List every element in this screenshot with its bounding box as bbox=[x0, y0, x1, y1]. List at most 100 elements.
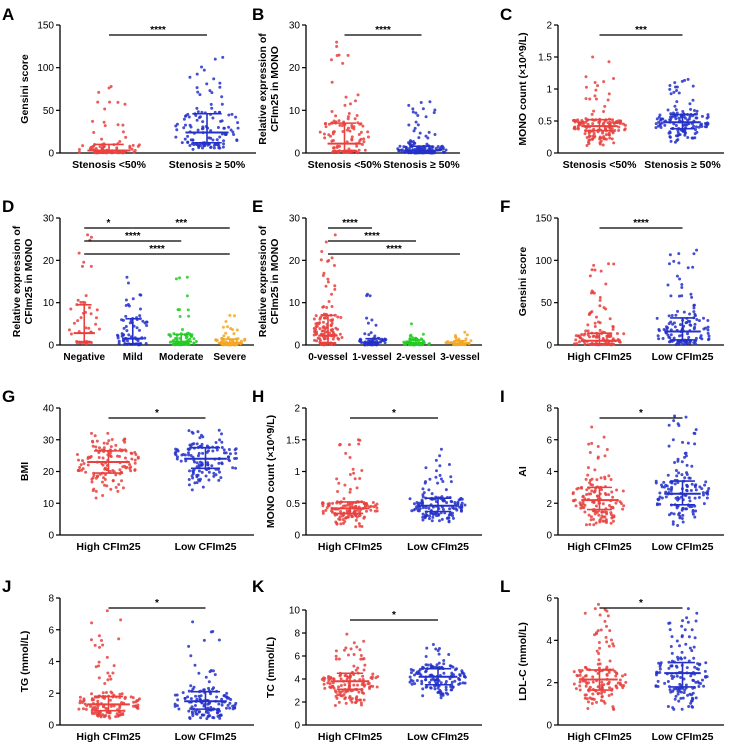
data-point bbox=[679, 656, 683, 660]
data-point bbox=[338, 515, 342, 519]
data-point bbox=[204, 709, 208, 713]
data-point bbox=[691, 510, 695, 514]
x-tick-label: High CFIm25 bbox=[76, 541, 140, 553]
data-point bbox=[591, 697, 595, 701]
data-point bbox=[688, 692, 692, 696]
data-point bbox=[578, 684, 582, 688]
series-stenosis-50- bbox=[174, 55, 240, 151]
data-point bbox=[449, 480, 453, 484]
data-point bbox=[332, 686, 336, 690]
data-point bbox=[91, 489, 95, 493]
data-point bbox=[412, 129, 416, 133]
data-point bbox=[330, 509, 334, 513]
data-point bbox=[111, 479, 115, 483]
x-tick-label: High CFIm25 bbox=[318, 731, 382, 743]
data-point bbox=[689, 489, 693, 493]
data-point bbox=[587, 492, 591, 496]
data-point bbox=[94, 496, 98, 500]
data-point bbox=[688, 646, 692, 650]
data-point bbox=[591, 675, 595, 679]
data-point bbox=[103, 681, 107, 685]
data-point bbox=[702, 502, 706, 506]
y-axis-label: MONO count (×10^9/L) bbox=[265, 415, 277, 528]
data-point bbox=[116, 100, 120, 104]
series-3-vessel bbox=[444, 330, 473, 347]
data-point bbox=[200, 463, 204, 467]
data-point bbox=[683, 133, 687, 137]
data-point bbox=[604, 307, 608, 311]
data-point bbox=[312, 317, 316, 321]
significance-label: * bbox=[107, 218, 111, 229]
data-point bbox=[350, 135, 354, 139]
data-point bbox=[77, 150, 81, 154]
data-point bbox=[125, 465, 129, 469]
data-point bbox=[416, 113, 420, 117]
data-point bbox=[578, 688, 582, 692]
data-point bbox=[691, 98, 695, 102]
data-point bbox=[201, 120, 205, 124]
data-point bbox=[590, 268, 594, 272]
data-point bbox=[341, 521, 345, 525]
data-point bbox=[187, 644, 191, 648]
x-tick-label: Stenosis <50% bbox=[72, 159, 146, 171]
data-point bbox=[222, 334, 226, 338]
data-point bbox=[121, 130, 125, 134]
data-point bbox=[409, 671, 413, 675]
data-point bbox=[176, 449, 180, 453]
data-point bbox=[573, 127, 577, 131]
data-point bbox=[331, 132, 335, 136]
data-point bbox=[322, 678, 326, 682]
data-point bbox=[611, 668, 615, 672]
y-axis-label: LDL-C (mmol/L) bbox=[517, 622, 529, 701]
data-point bbox=[108, 100, 112, 104]
data-point bbox=[333, 689, 337, 693]
data-point bbox=[592, 132, 596, 136]
data-point bbox=[332, 677, 336, 681]
data-point bbox=[672, 90, 676, 94]
data-point bbox=[624, 680, 628, 684]
data-point bbox=[584, 120, 588, 124]
data-point bbox=[682, 340, 686, 344]
data-point bbox=[222, 126, 226, 130]
data-point bbox=[92, 712, 96, 716]
y-tick-label: 50 bbox=[43, 106, 55, 117]
data-point bbox=[421, 339, 425, 343]
data-point bbox=[199, 716, 203, 720]
data-point bbox=[603, 475, 607, 479]
data-point bbox=[79, 316, 83, 320]
data-point bbox=[674, 469, 678, 473]
data-point bbox=[671, 438, 675, 442]
data-point bbox=[584, 117, 588, 121]
data-point bbox=[133, 704, 137, 708]
data-point bbox=[693, 442, 697, 446]
data-point bbox=[122, 709, 126, 713]
data-point bbox=[131, 143, 135, 147]
y-tick-label: 8 bbox=[546, 404, 552, 415]
data-point bbox=[360, 341, 364, 345]
data-point bbox=[598, 295, 602, 299]
data-point bbox=[658, 113, 662, 117]
data-point bbox=[690, 628, 694, 632]
data-point bbox=[102, 476, 106, 480]
data-point bbox=[138, 307, 142, 311]
data-point bbox=[364, 504, 368, 508]
data-point bbox=[207, 470, 211, 474]
data-point bbox=[656, 334, 660, 338]
data-point bbox=[690, 505, 694, 509]
data-point bbox=[658, 667, 662, 671]
data-point bbox=[607, 644, 611, 648]
data-point bbox=[243, 337, 247, 341]
data-point bbox=[326, 277, 330, 281]
data-point bbox=[361, 124, 365, 128]
data-point bbox=[224, 132, 228, 136]
data-point bbox=[187, 448, 191, 452]
data-point bbox=[319, 258, 323, 262]
data-point bbox=[227, 455, 231, 459]
data-point bbox=[586, 706, 590, 710]
y-tick-label: 0 bbox=[48, 149, 54, 160]
data-point bbox=[613, 121, 617, 125]
data-point bbox=[692, 304, 696, 308]
data-point bbox=[426, 663, 430, 667]
data-point bbox=[108, 674, 112, 678]
x-tick-label: Low CFIm25 bbox=[407, 541, 469, 553]
